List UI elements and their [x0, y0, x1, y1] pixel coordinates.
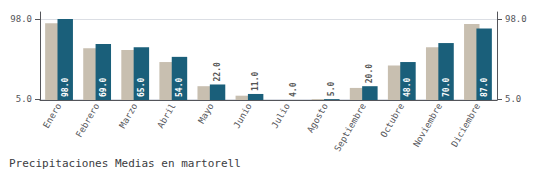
svg-text:Mayo: Mayo: [196, 101, 215, 125]
svg-text:Octubre: Octubre: [379, 101, 407, 139]
svg-text:69.0: 69.0: [99, 78, 108, 97]
svg-text:20.0: 20.0: [365, 64, 374, 83]
svg-text:98.0: 98.0: [10, 14, 32, 24]
svg-text:5.0: 5.0: [505, 94, 521, 104]
svg-text:5.0: 5.0: [16, 94, 32, 104]
svg-text:87.0: 87.0: [480, 78, 489, 97]
svg-text:Septiembre: Septiembre: [332, 101, 368, 153]
svg-text:98.0: 98.0: [505, 14, 527, 24]
svg-text:Enero: Enero: [41, 101, 63, 129]
svg-text:Noviembre: Noviembre: [411, 101, 444, 148]
svg-text:Precipitaciones Medias en mart: Precipitaciones Medias en martorell: [9, 157, 241, 170]
svg-text:Agosto: Agosto: [305, 101, 330, 134]
svg-text:54.0: 54.0: [175, 78, 184, 97]
svg-text:11.0: 11.0: [251, 72, 260, 91]
svg-text:70.0: 70.0: [442, 78, 451, 97]
svg-text:Marzo: Marzo: [117, 101, 139, 129]
svg-text:Diciembre: Diciembre: [449, 101, 482, 148]
svg-text:48.0: 48.0: [403, 78, 412, 97]
svg-text:22.0: 22.0: [213, 62, 222, 81]
svg-text:65.0: 65.0: [137, 78, 146, 97]
svg-text:Julio: Julio: [270, 101, 292, 129]
svg-text:4.0: 4.0: [289, 82, 298, 97]
svg-text:98.0: 98.0: [61, 78, 70, 97]
svg-text:Abril: Abril: [155, 101, 177, 129]
svg-text:Junio: Junio: [232, 101, 254, 129]
svg-text:5.0: 5.0: [327, 82, 336, 97]
svg-text:Febrero: Febrero: [74, 101, 102, 139]
